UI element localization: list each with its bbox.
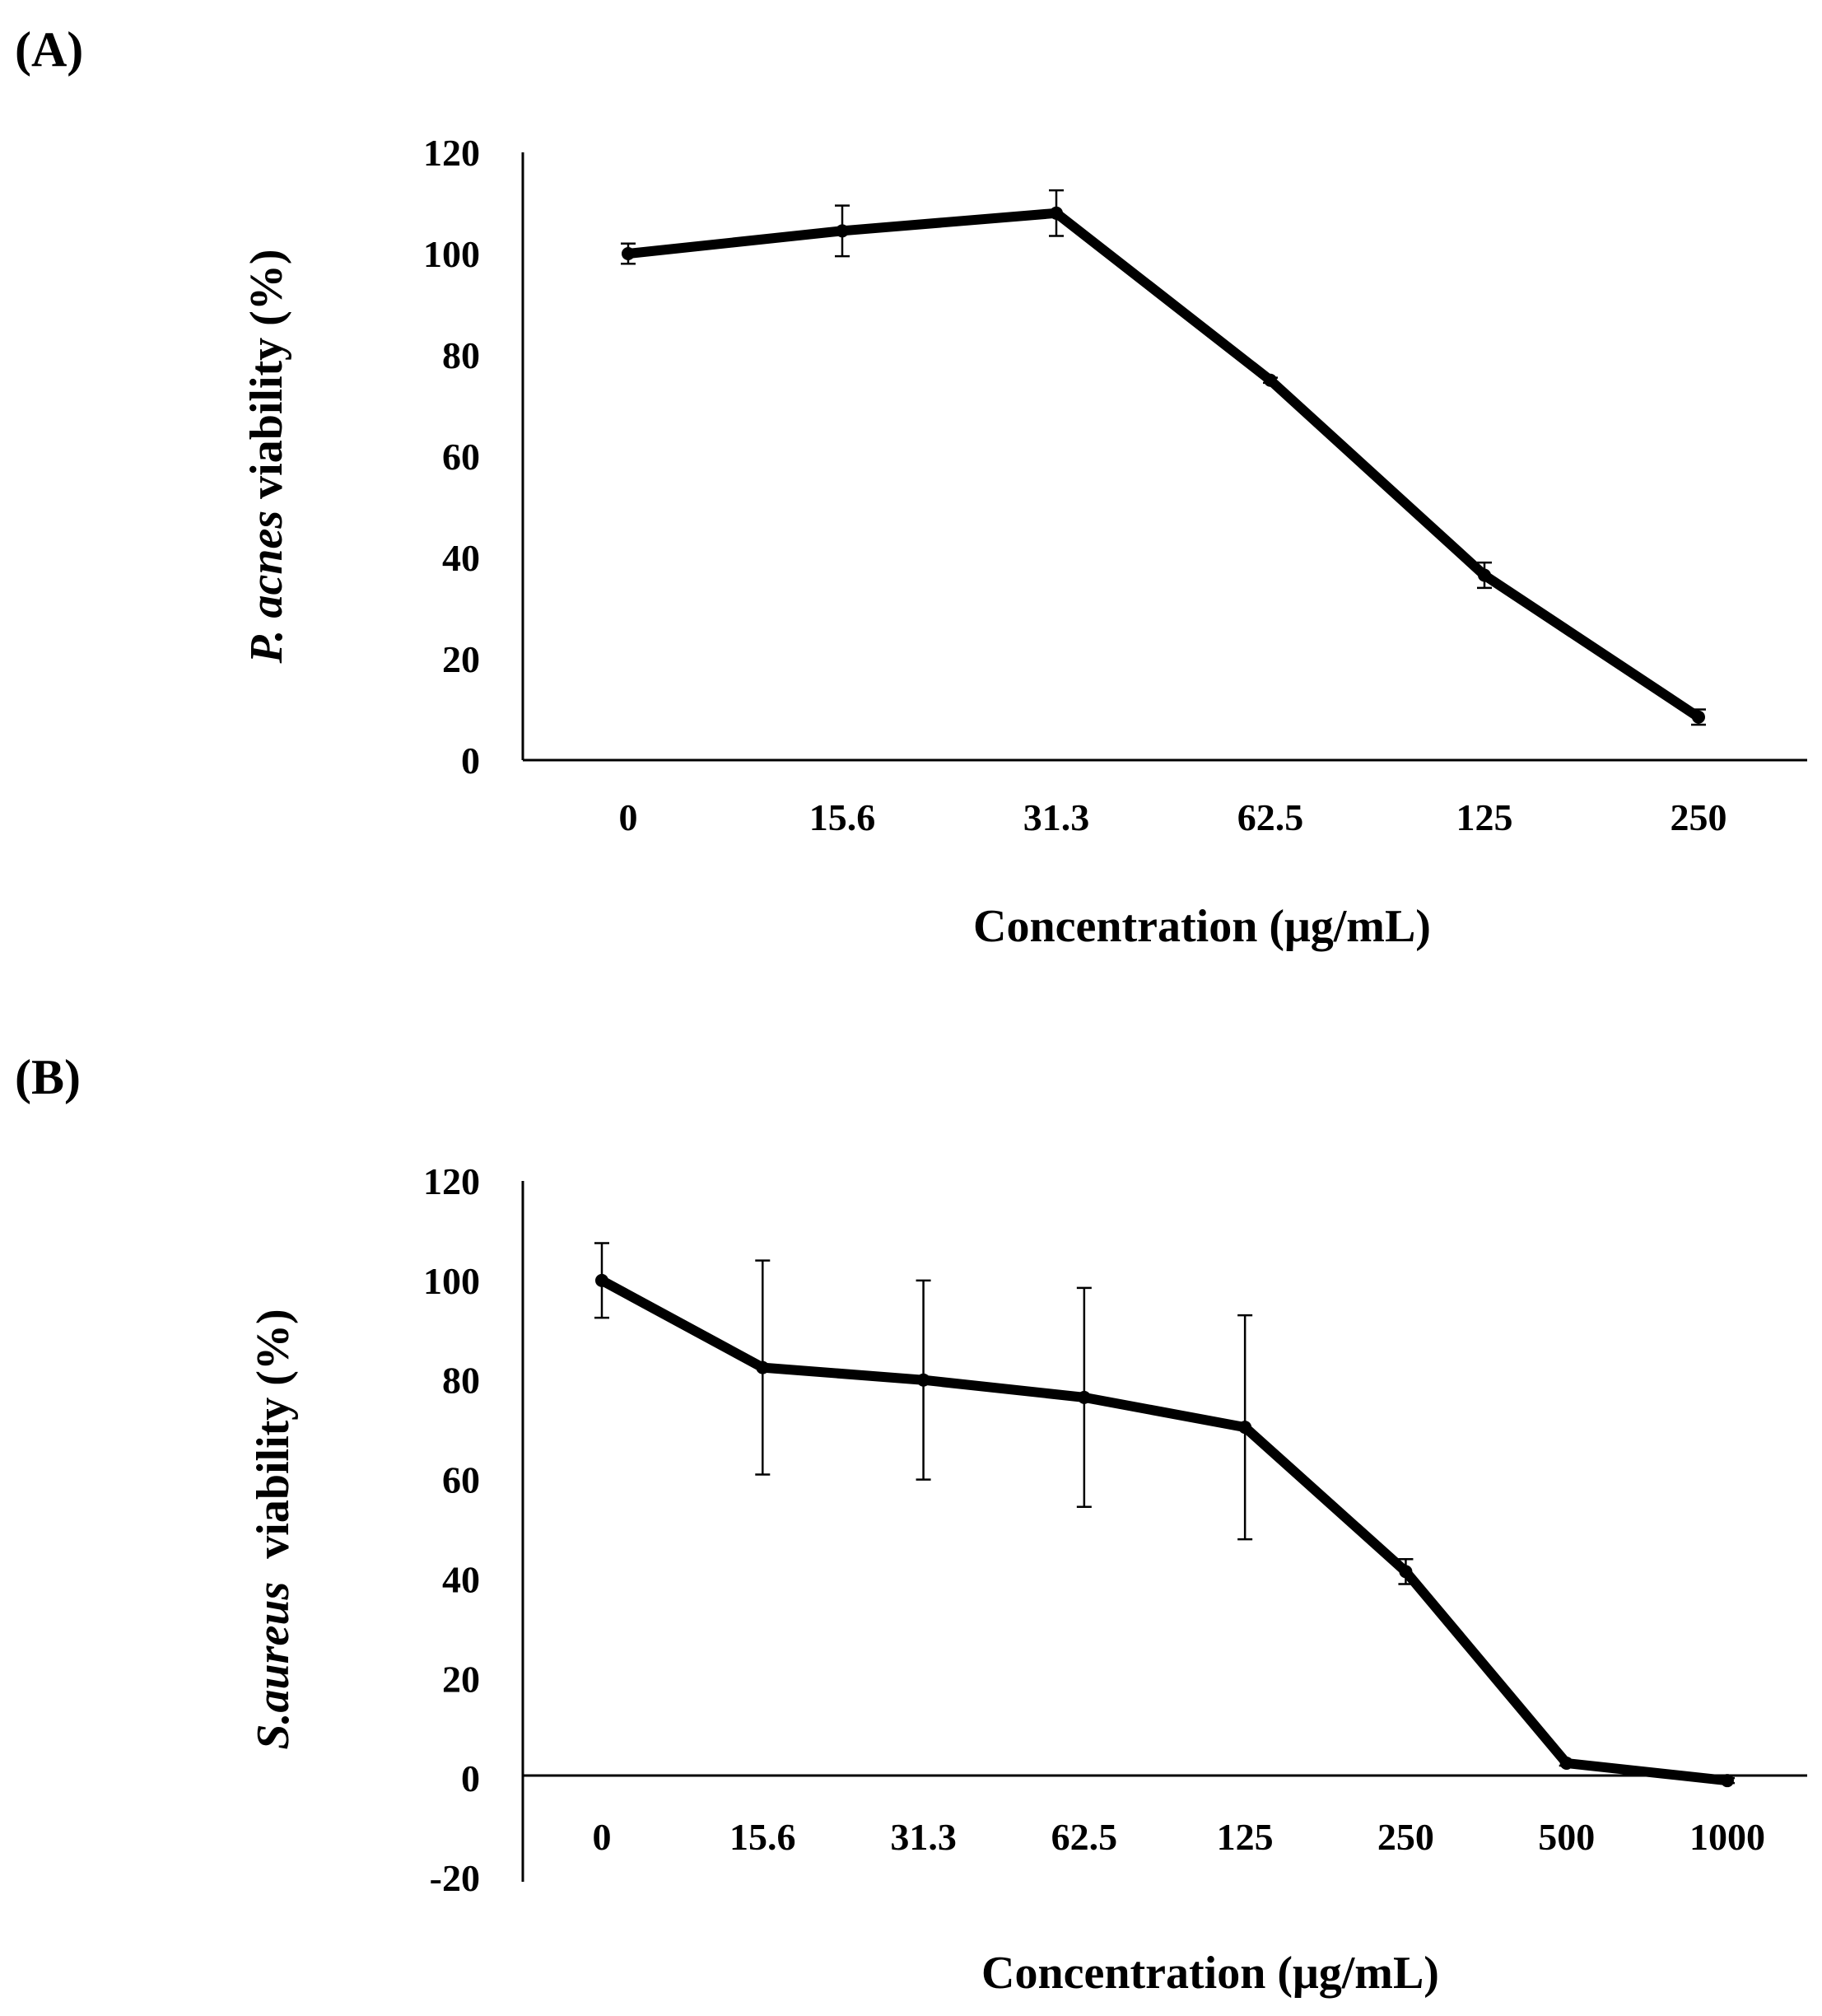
y-tick-label: 0 xyxy=(461,740,480,782)
x-axis-title: Concentration (μg/mL) xyxy=(981,1948,1439,1999)
y-tick-label: 120 xyxy=(423,132,480,174)
x-tick-label: 62.5 xyxy=(1237,796,1304,838)
data-point xyxy=(1077,1390,1091,1404)
data-point xyxy=(1559,1757,1573,1771)
x-tick-label: 15.6 xyxy=(729,1816,796,1858)
y-axis-title: S.aureus viability (%) xyxy=(248,1309,299,1749)
y-tick-label: 60 xyxy=(442,1459,480,1501)
x-tick-label: 500 xyxy=(1538,1816,1595,1858)
panel-label-a: (A) xyxy=(15,22,84,77)
data-point xyxy=(595,1273,608,1287)
panel-label-b: (B) xyxy=(15,1050,81,1104)
data-point xyxy=(1721,1774,1734,1788)
y-axis-title-rest: viability (%) xyxy=(241,250,292,511)
data-point xyxy=(1264,373,1277,387)
x-tick-label: 0 xyxy=(593,1816,612,1858)
y-tick-label: 120 xyxy=(423,1160,480,1202)
y-axis-title-rest: viability (%) xyxy=(248,1309,299,1581)
y-tick-label: 20 xyxy=(442,638,480,680)
y-tick-label: 100 xyxy=(423,1260,480,1302)
y-tick-label: -20 xyxy=(430,1857,480,1899)
data-point xyxy=(1238,1421,1252,1435)
chart-a: 0 20 40 60 80 100 120 0 15.6 31.3 62.5 125 250 Concen… xyxy=(241,132,1807,952)
y-axis-title-italic: S.aureus xyxy=(248,1582,299,1750)
y-axis-title-italic: P. acnes xyxy=(241,511,292,665)
y-tick-label: 80 xyxy=(442,334,480,376)
data-point xyxy=(1692,710,1705,724)
x-tick-label: 250 xyxy=(1377,1816,1434,1858)
data-point xyxy=(756,1360,770,1374)
data-point xyxy=(836,224,849,238)
x-axis-title: Concentration (μg/mL) xyxy=(973,901,1431,952)
x-tick-label: 250 xyxy=(1671,796,1727,838)
x-tick-label: 0 xyxy=(619,796,638,838)
chart-b: -20 0 20 40 60 80 100 120 0 15.6 31.3 62.5 125 250 500… xyxy=(248,1160,1807,1999)
y-tick-label: 60 xyxy=(442,436,480,478)
data-point xyxy=(1478,568,1491,582)
series-line xyxy=(597,1275,1732,1786)
y-tick-label: 20 xyxy=(442,1658,480,1700)
x-tick-label: 125 xyxy=(1456,796,1513,838)
data-point xyxy=(1050,206,1063,220)
data-point xyxy=(1399,1565,1413,1579)
x-tick-label: 1000 xyxy=(1689,1816,1765,1858)
data-point xyxy=(622,247,635,260)
y-tick-label: 0 xyxy=(461,1757,480,1799)
x-tick-label: 125 xyxy=(1217,1816,1274,1858)
y-tick-label: 40 xyxy=(442,1558,480,1600)
series-line xyxy=(623,208,1703,722)
data-point xyxy=(916,1373,930,1387)
y-tick-label: 80 xyxy=(442,1360,480,1402)
x-tick-label: 31.3 xyxy=(890,1816,957,1858)
y-tick-label: 100 xyxy=(423,233,480,275)
y-tick-label: 40 xyxy=(442,537,480,579)
y-axis-title: P. acnes viability (%) xyxy=(241,250,292,665)
x-tick-label: 15.6 xyxy=(809,796,876,838)
x-tick-label: 31.3 xyxy=(1023,796,1090,838)
x-tick-label: 62.5 xyxy=(1051,1816,1118,1858)
